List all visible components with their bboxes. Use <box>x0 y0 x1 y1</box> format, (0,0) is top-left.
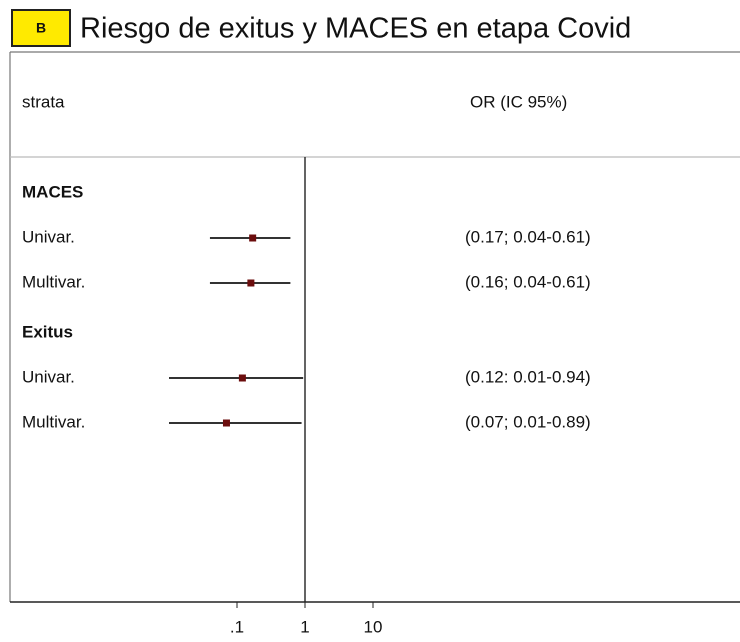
x-tick-label: 10 <box>364 617 383 636</box>
x-tick-label: 1 <box>300 617 309 636</box>
row-label: Multivar. <box>22 272 85 291</box>
row-label: Univar. <box>22 227 75 246</box>
row-label: Multivar. <box>22 412 85 431</box>
row-label: Univar. <box>22 367 75 386</box>
badge: B <box>36 20 46 36</box>
estimate-label: (0.17; 0.04-0.61) <box>465 227 591 246</box>
x-tick-label: .1 <box>230 617 244 636</box>
point-estimate <box>249 234 257 242</box>
column-header: OR (IC 95%) <box>470 92 567 111</box>
estimate-label: (0.07; 0.01-0.89) <box>465 412 591 431</box>
group-label: Exitus <box>22 322 73 341</box>
group-label: MACES <box>22 182 83 201</box>
estimate-label: (0.16; 0.04-0.61) <box>465 272 591 291</box>
point-estimate <box>222 419 230 427</box>
point-estimate <box>238 374 246 382</box>
column-header: strata <box>22 92 65 111</box>
estimate-label: (0.12: 0.01-0.94) <box>465 367 591 386</box>
badge-box <box>11 9 71 47</box>
chart-title: Riesgo de exitus y MACES en etapa Covid <box>80 13 631 45</box>
point-estimate <box>247 279 255 287</box>
